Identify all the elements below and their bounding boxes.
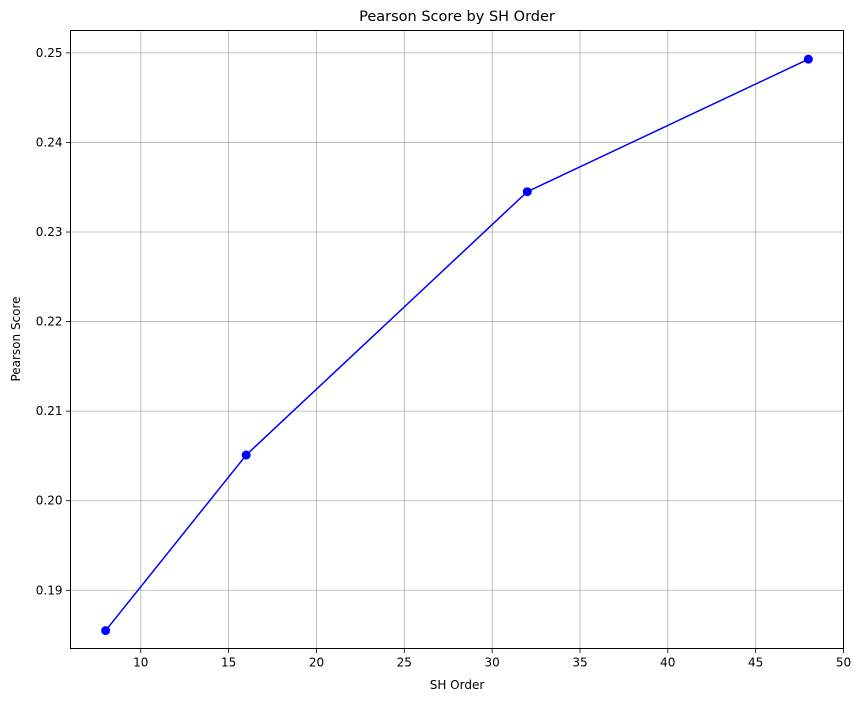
x-tick-label: 35 [572, 656, 587, 670]
x-tick-label: 25 [397, 656, 412, 670]
x-tick-label: 50 [836, 656, 851, 670]
y-tick-label: 0.23 [36, 225, 63, 239]
x-tick-label: 40 [660, 656, 675, 670]
series-line-layer [105, 58, 809, 632]
y-tick-label: 0.20 [36, 494, 63, 508]
x-axis-label: SH Order [430, 678, 485, 692]
x-tick-label: 10 [133, 656, 148, 670]
x-tick-label: 45 [748, 656, 763, 670]
plot-area-frame [70, 30, 844, 649]
y-tick-label: 0.25 [36, 46, 63, 60]
y-axis-ticks: 0.19 0.20 0.21 0.22 0.23 0.24 0.25 [36, 46, 71, 597]
y-tick-label: 0.21 [36, 404, 63, 418]
y-tick-label: 0.24 [36, 135, 63, 149]
y-tick-label: 0.19 [36, 583, 63, 597]
data-point-marker [101, 626, 111, 636]
series-line [105, 58, 809, 632]
x-tick-label: 30 [484, 656, 499, 670]
data-point-marker [522, 187, 532, 197]
data-point-marker [803, 54, 813, 64]
series-marker-layer [101, 54, 813, 636]
x-tick-label: 20 [309, 656, 324, 670]
chart-title: Pearson Score by SH Order [359, 9, 555, 25]
y-axis-label: Pearson Score [9, 296, 23, 381]
x-tick-label: 15 [221, 656, 236, 670]
y-tick-label: 0.22 [36, 315, 63, 329]
x-axis-ticks: 10 15 20 25 30 35 40 45 50 [133, 648, 851, 670]
grid-layer [70, 30, 844, 649]
data-point-marker [241, 450, 251, 460]
